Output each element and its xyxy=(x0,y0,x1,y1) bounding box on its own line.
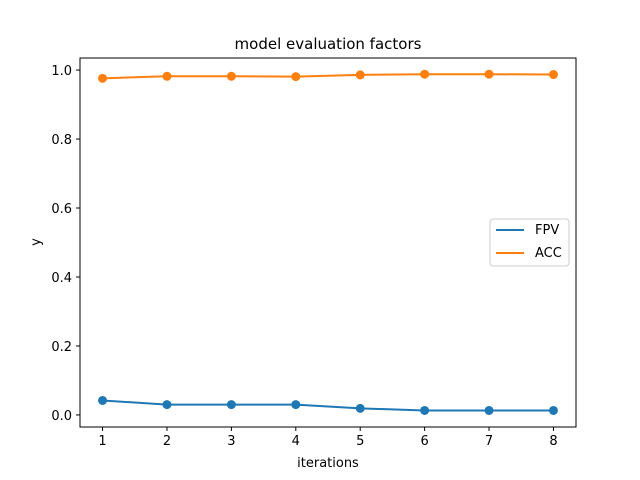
series-line-fpv xyxy=(102,399,554,412)
series-layer xyxy=(98,69,558,415)
x-tick-label: 2 xyxy=(163,434,171,449)
y-tick-label: 0.4 xyxy=(51,271,72,286)
data-point-acc xyxy=(484,69,494,79)
x-axis: 1 2 3 4 5 6 7 8 xyxy=(98,427,558,449)
x-tick-label: 1 xyxy=(98,434,106,449)
data-point-acc xyxy=(420,69,430,79)
x-tick-label: 7 xyxy=(485,434,493,449)
data-point-acc xyxy=(226,71,236,81)
y-axis: 0.0 0.2 0.4 0.6 0.8 1.0 xyxy=(51,64,80,424)
y-tick-label: 0.2 xyxy=(51,340,72,355)
series-line-acc xyxy=(102,73,554,80)
legend: FPV ACC xyxy=(489,218,570,267)
data-point-acc xyxy=(98,73,108,83)
x-tick-label: 5 xyxy=(356,434,364,449)
data-point-fpv xyxy=(548,405,558,415)
x-tick-label: 8 xyxy=(549,434,557,449)
data-point-fpv xyxy=(484,405,494,415)
plot-area xyxy=(79,57,577,428)
data-point-acc xyxy=(355,70,365,80)
data-point-fpv xyxy=(420,405,430,415)
chart-title: model evaluation factors xyxy=(235,35,422,53)
data-point-fpv xyxy=(162,400,172,410)
x-tick-label: 4 xyxy=(292,434,300,449)
legend-label-acc: ACC xyxy=(535,246,562,261)
x-tick-label: 3 xyxy=(227,434,235,449)
data-point-fpv xyxy=(226,400,236,410)
data-point-fpv xyxy=(291,400,301,410)
data-point-fpv xyxy=(98,395,108,405)
legend-label-fpv: FPV xyxy=(535,223,559,238)
y-tick-label: 0.0 xyxy=(51,409,72,424)
data-point-acc xyxy=(162,71,172,81)
x-tick-label: 6 xyxy=(420,434,428,449)
plot-frame xyxy=(79,57,577,428)
data-point-acc xyxy=(548,70,558,80)
data-point-acc xyxy=(291,72,301,82)
y-tick-label: 0.6 xyxy=(51,202,72,217)
data-point-fpv xyxy=(355,403,365,413)
y-tick-label: 0.8 xyxy=(51,133,72,148)
x-axis-label: iterations xyxy=(297,456,359,471)
y-axis-label: y xyxy=(29,238,44,246)
y-tick-label: 1.0 xyxy=(51,64,72,79)
